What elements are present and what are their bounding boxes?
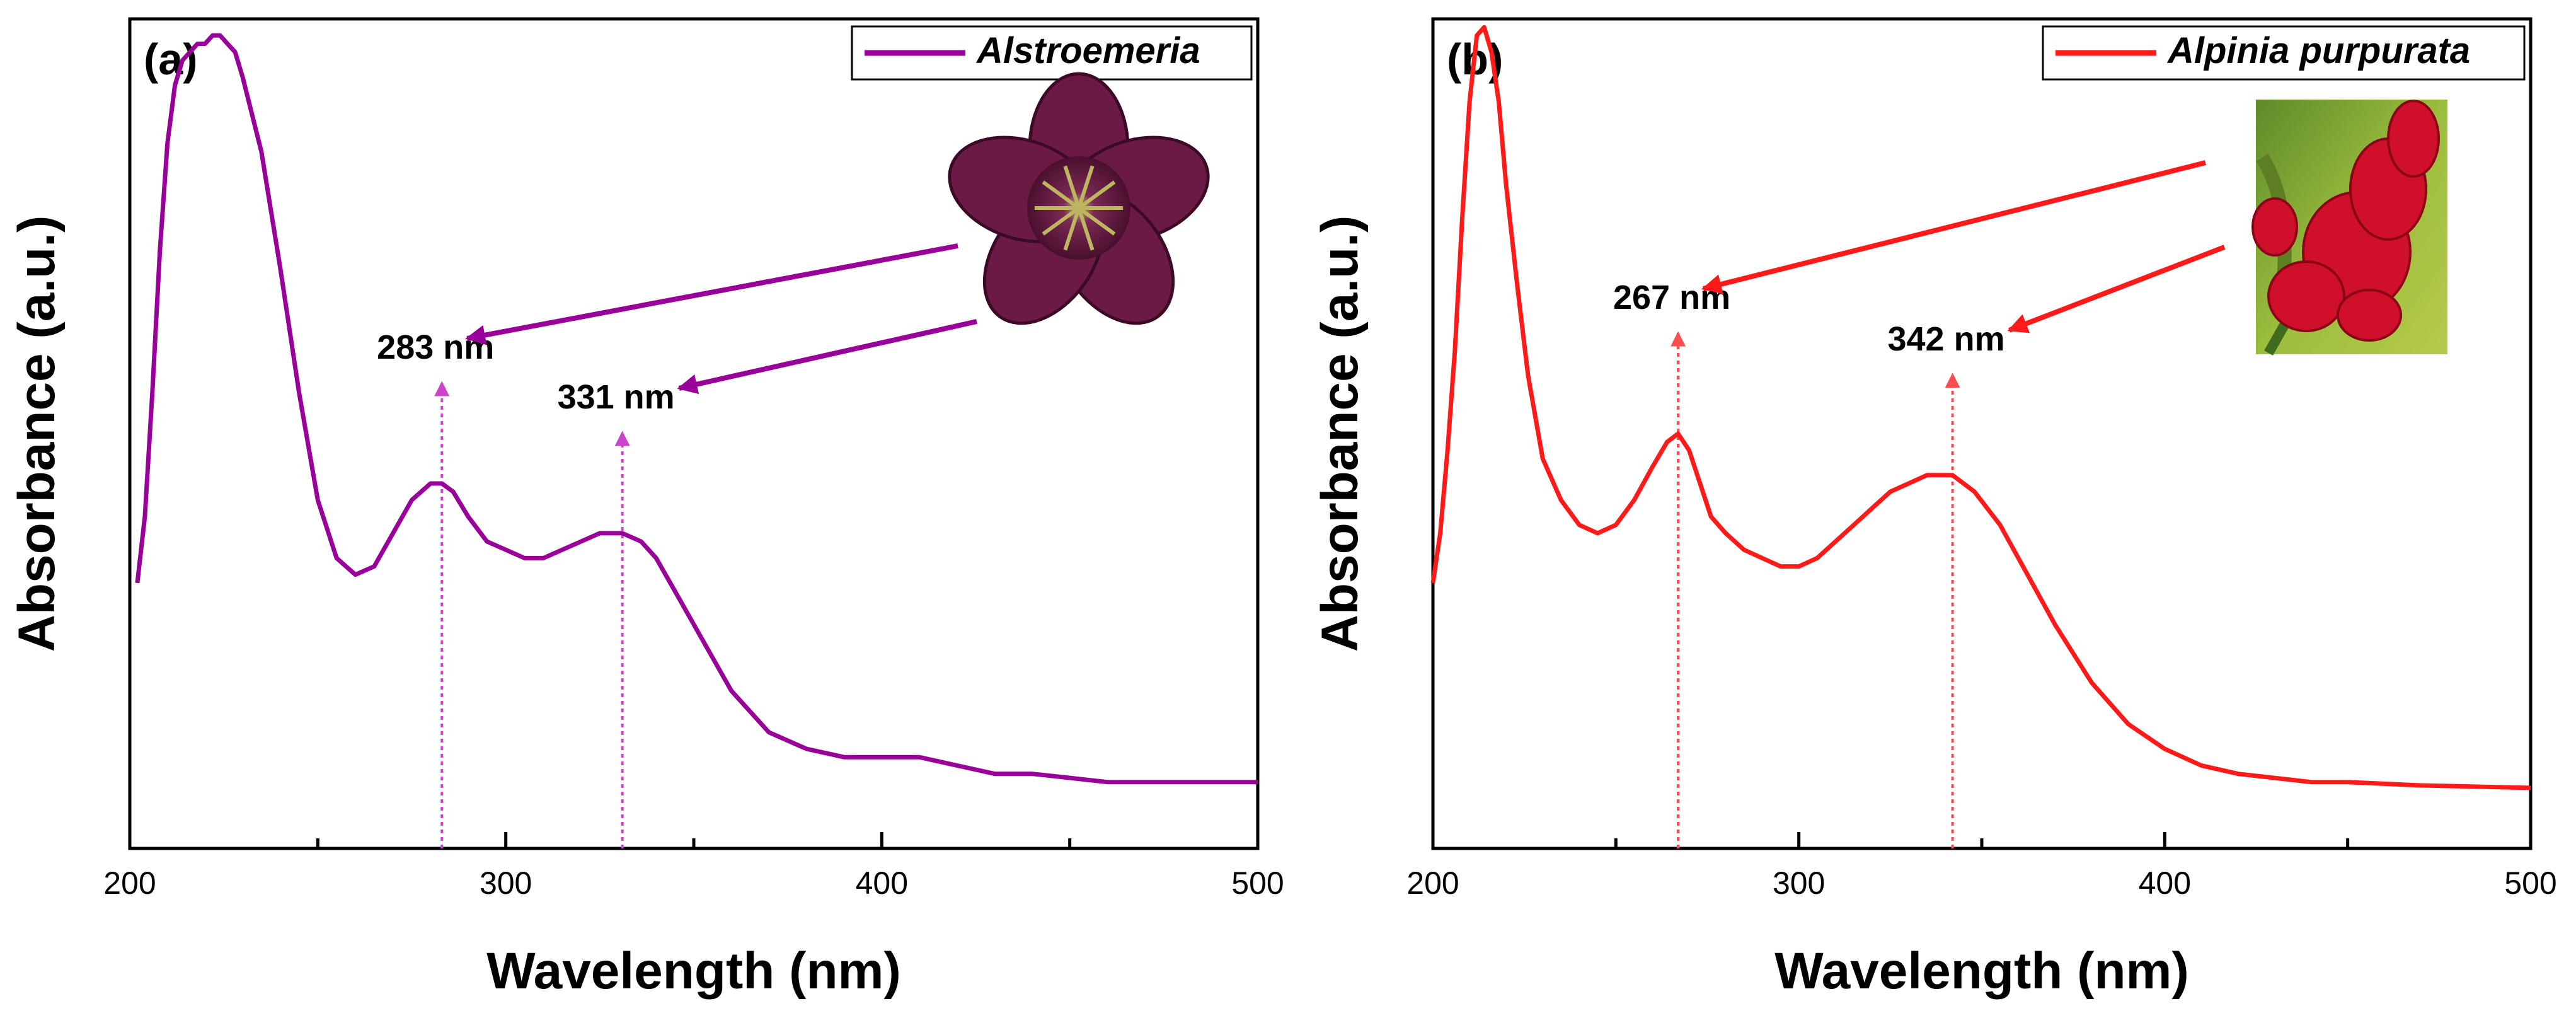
y-axis-label: Absorbance (a.u.)	[8, 216, 66, 652]
flower-stamen	[1042, 180, 1080, 210]
pointer-arrow	[677, 319, 977, 395]
panel-label: (a)	[144, 35, 198, 84]
x-axis-label: Wavelength (nm)	[1774, 942, 2189, 1000]
flower-photo	[2251, 100, 2447, 356]
y-axis-label: Absorbance (a.u.)	[1311, 216, 1369, 652]
pointer-arrow	[1701, 160, 2206, 294]
x-tick-label: 500	[1231, 865, 1284, 901]
x-tick-label: 200	[103, 865, 156, 901]
legend-label: Alstroemeria	[975, 30, 1200, 71]
flower-bract	[2267, 260, 2345, 332]
chart-panel-b: 200 300 400 500 Wavelength (nm) Absorbance (a…	[1311, 17, 2557, 1000]
flower-stamen	[1077, 207, 1095, 251]
series-line	[135, 33, 1258, 785]
peak-label: 331 nm	[558, 378, 675, 416]
x-tick-label: 500	[2504, 865, 2556, 901]
legend-label: Alpinia purpurata	[2166, 30, 2470, 71]
pointer-arrow	[2007, 245, 2226, 333]
x-axis-label: Wavelength (nm)	[486, 942, 901, 1000]
x-tick-label: 300	[480, 865, 532, 901]
x-tick-label: 400	[2139, 865, 2191, 901]
flower-bract	[2251, 197, 2298, 257]
x-tick-label: 400	[856, 865, 908, 901]
flower-bract	[2337, 289, 2402, 342]
flower-stamen	[1078, 180, 1116, 210]
flower-photo	[948, 72, 1210, 325]
x-tick-label: 200	[1406, 865, 1459, 901]
flower-bract	[2387, 100, 2440, 178]
flower-stamen	[1078, 206, 1116, 236]
flower-stamen	[1077, 165, 1095, 209]
series-line	[1430, 25, 2531, 790]
flower-stamen	[1042, 206, 1080, 236]
peak-label: 283 nm	[377, 328, 494, 366]
flower-stamen	[1063, 207, 1081, 251]
chart-panel-a: 200 300 400 500 Wavelength (nm) Absorbance (a…	[8, 17, 1284, 1000]
peak-label: 342 nm	[1887, 320, 2004, 358]
flower-stamen	[1063, 165, 1081, 209]
x-tick-label: 300	[1773, 865, 1825, 901]
pointer-arrow	[465, 243, 958, 345]
